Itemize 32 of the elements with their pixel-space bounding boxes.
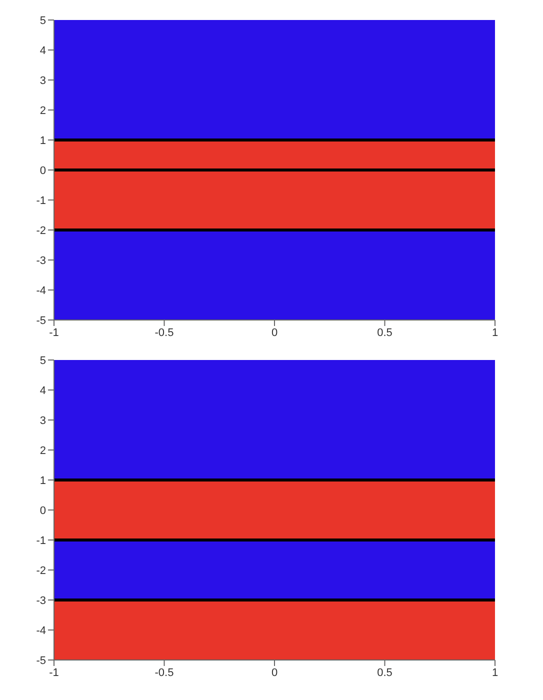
y-tick-label: 3 bbox=[40, 74, 46, 87]
x-tick-label: 1 bbox=[492, 326, 498, 339]
y-tick-label: -3 bbox=[36, 594, 46, 607]
x-tick-label: -1 bbox=[49, 666, 59, 679]
y-tick-label: 4 bbox=[40, 44, 46, 57]
x-tick-label: -0.5 bbox=[154, 666, 174, 679]
x-tick-label: 0.5 bbox=[377, 326, 392, 339]
y-tick-label: 4 bbox=[40, 384, 46, 397]
y-tick-label: -5 bbox=[36, 314, 46, 327]
y-tick-label: 3 bbox=[40, 414, 46, 427]
y-tick-label: 5 bbox=[40, 14, 46, 27]
y-tick-label: -4 bbox=[36, 284, 46, 297]
y-tick-label: 2 bbox=[40, 104, 46, 117]
x-tick-label: -1 bbox=[49, 326, 59, 339]
y-tick-label: -2 bbox=[36, 564, 46, 577]
x-tick-label: 0 bbox=[271, 326, 278, 339]
y-tick-label: 2 bbox=[40, 444, 46, 457]
y-tick-label: -3 bbox=[36, 254, 46, 267]
y-tick-label: -2 bbox=[36, 224, 46, 237]
y-tick-label: -1 bbox=[36, 194, 46, 207]
y-tick-label: 1 bbox=[40, 474, 46, 487]
x-tick-label: 0.5 bbox=[377, 666, 392, 679]
y-tick-label: 5 bbox=[40, 354, 46, 367]
y-tick-label: 0 bbox=[40, 504, 46, 517]
y-tick-label: -1 bbox=[36, 534, 46, 547]
x-tick-label: -0.5 bbox=[154, 326, 174, 339]
x-tick-label: 1 bbox=[492, 666, 498, 679]
y-tick-label: 0 bbox=[40, 164, 46, 177]
x-tick-label: 0 bbox=[271, 666, 278, 679]
y-tick-label: -4 bbox=[36, 624, 46, 637]
y-tick-label: 1 bbox=[40, 134, 46, 147]
y-tick-label: -5 bbox=[36, 654, 46, 667]
